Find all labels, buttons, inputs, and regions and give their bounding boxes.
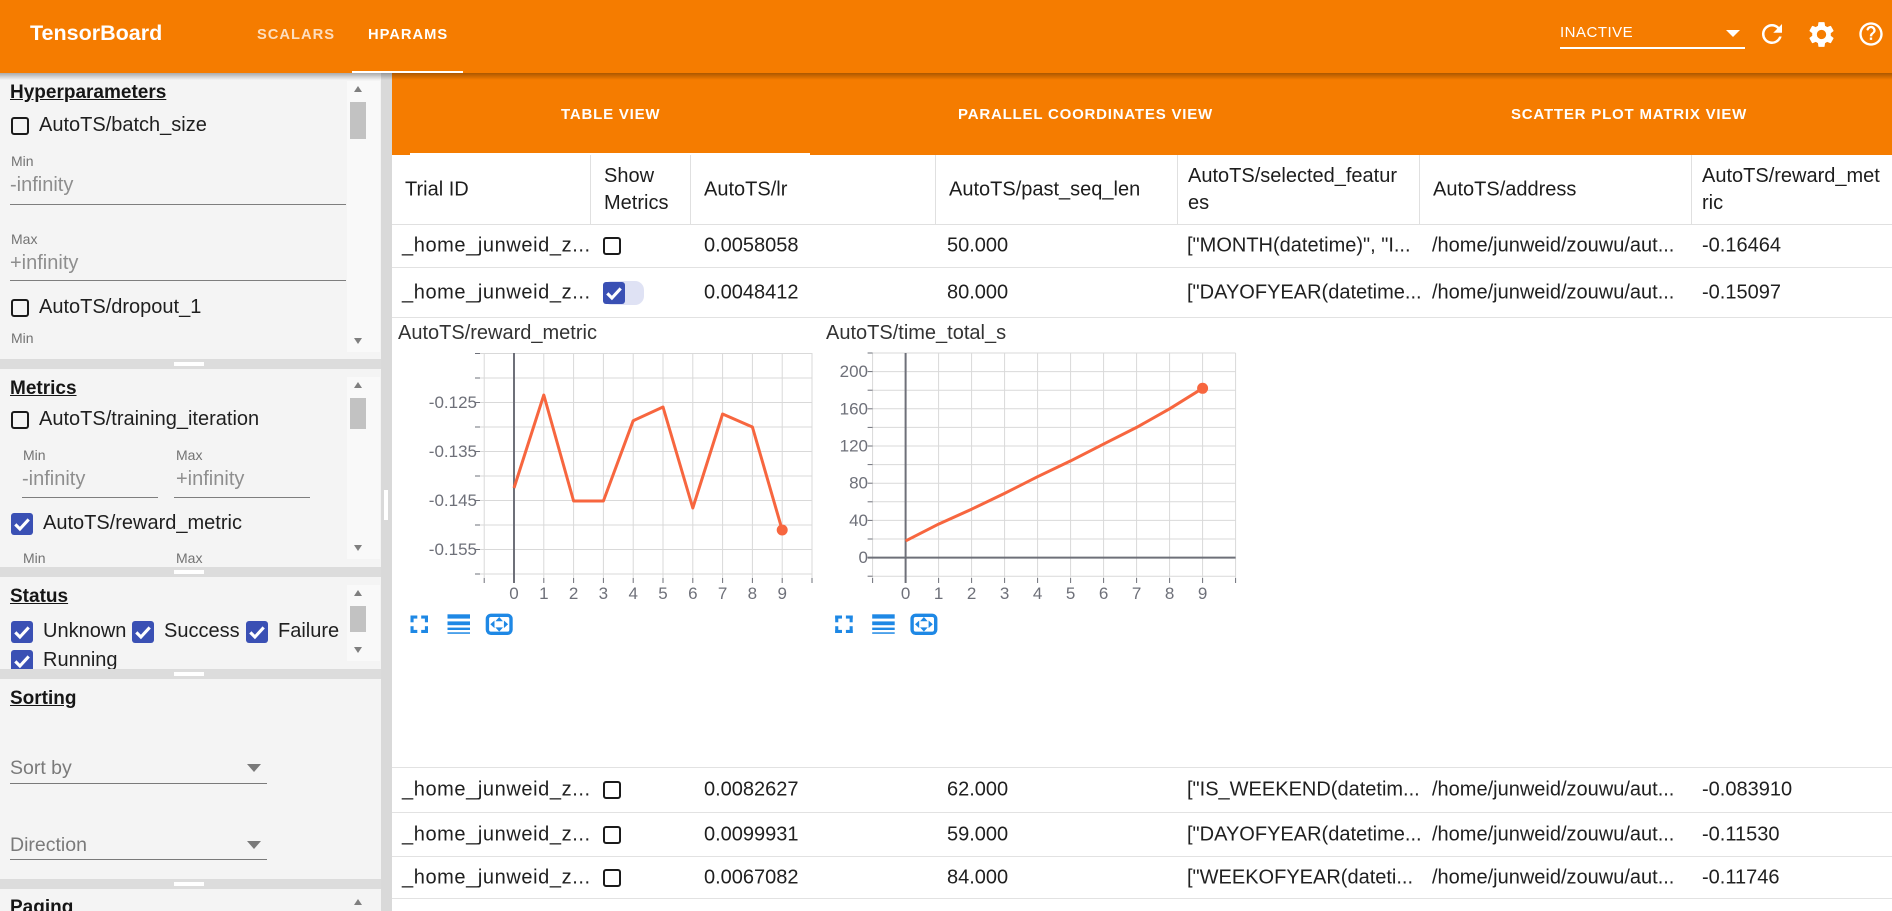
svg-text:6: 6 <box>1099 584 1108 603</box>
svg-text:9: 9 <box>777 584 786 603</box>
svg-text:1: 1 <box>934 584 943 603</box>
svg-text:5: 5 <box>658 584 667 603</box>
svg-text:200: 200 <box>840 362 868 381</box>
svg-text:3: 3 <box>599 584 608 603</box>
svg-text:-0.145: -0.145 <box>429 491 477 510</box>
svg-text:2: 2 <box>967 584 976 603</box>
svg-text:8: 8 <box>748 584 757 603</box>
svg-text:5: 5 <box>1066 584 1075 603</box>
svg-text:7: 7 <box>1132 584 1141 603</box>
svg-text:9: 9 <box>1198 584 1207 603</box>
svg-text:1: 1 <box>539 584 548 603</box>
svg-text:160: 160 <box>840 399 868 418</box>
svg-text:3: 3 <box>1000 584 1009 603</box>
svg-text:-0.125: -0.125 <box>429 393 477 412</box>
svg-text:4: 4 <box>1033 584 1042 603</box>
svg-text:7: 7 <box>718 584 727 603</box>
svg-text:-0.155: -0.155 <box>429 540 477 559</box>
svg-text:6: 6 <box>688 584 697 603</box>
svg-text:8: 8 <box>1165 584 1174 603</box>
svg-text:120: 120 <box>840 437 868 456</box>
svg-text:80: 80 <box>849 474 868 493</box>
svg-text:4: 4 <box>628 584 637 603</box>
svg-text:40: 40 <box>849 511 868 530</box>
svg-text:0: 0 <box>859 548 868 567</box>
svg-text:0: 0 <box>509 584 518 603</box>
svg-text:2: 2 <box>569 584 578 603</box>
svg-text:-0.135: -0.135 <box>429 442 477 461</box>
svg-text:0: 0 <box>901 584 910 603</box>
